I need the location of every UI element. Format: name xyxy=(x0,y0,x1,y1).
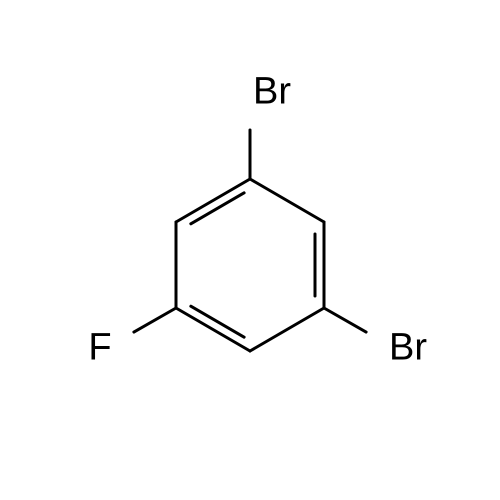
structure-svg xyxy=(0,0,500,500)
bromine-label-right: Br xyxy=(389,327,427,370)
fluorine-label-left: F xyxy=(88,327,111,370)
bromine-label-top: Br xyxy=(253,71,291,114)
molecule-canvas: Br Br F xyxy=(0,0,500,500)
